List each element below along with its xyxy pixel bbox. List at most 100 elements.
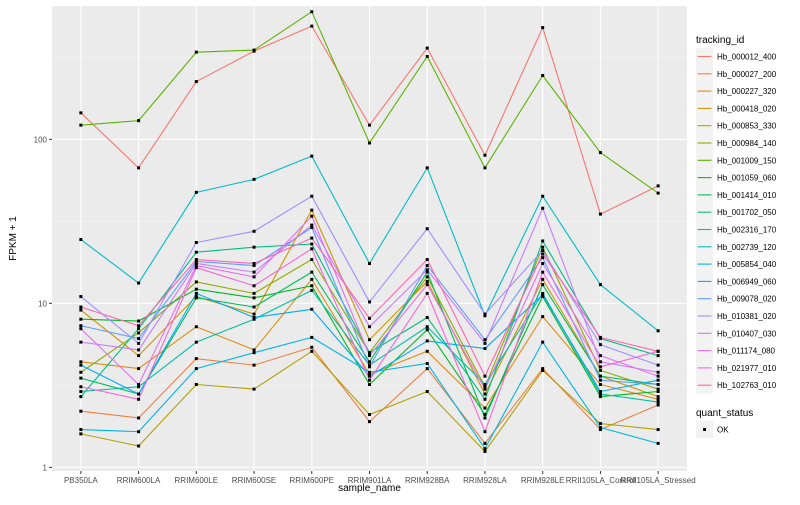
- x-tick-label: RRIM928LE: [521, 476, 565, 485]
- data-point: [541, 252, 545, 256]
- legend-label: Hb_001702_050: [717, 208, 777, 217]
- legend: tracking_id Hb_000012_400Hb_000027_200Hb…: [696, 35, 777, 438]
- data-point: [483, 385, 487, 389]
- data-point: [310, 247, 314, 251]
- legend-label: Hb_000853_330: [717, 122, 777, 131]
- data-point: [79, 295, 83, 299]
- data-point: [656, 354, 660, 358]
- legend-shape-symbol: [703, 428, 706, 431]
- data-point: [368, 370, 371, 374]
- x-tick-label: RRII105LA_Stressed: [621, 476, 696, 485]
- data-point: [425, 258, 429, 262]
- data-point: [252, 348, 256, 352]
- data-point: [656, 387, 660, 391]
- data-point: [79, 409, 83, 413]
- data-point: [368, 412, 371, 416]
- data-point: [79, 111, 83, 115]
- data-point: [137, 348, 141, 352]
- data-point: [541, 206, 545, 210]
- data-point: [656, 191, 660, 195]
- data-point: [310, 307, 314, 311]
- data-point: [252, 245, 256, 249]
- data-point: [252, 261, 256, 265]
- data-point: [483, 447, 487, 451]
- data-point: [79, 370, 83, 374]
- data-point: [79, 360, 83, 364]
- data-point: [310, 270, 314, 274]
- data-point: [194, 291, 198, 295]
- data-point: [137, 416, 141, 420]
- data-point: [137, 331, 141, 335]
- data-point: [194, 266, 198, 270]
- legend-label: Hb_102763_010: [717, 381, 777, 390]
- data-point: [425, 349, 429, 353]
- data-point: [656, 441, 660, 445]
- legend-label: Hb_006949_060: [717, 277, 777, 286]
- data-point: [656, 374, 660, 378]
- data-point: [598, 422, 602, 426]
- data-point: [310, 214, 314, 218]
- data-point: [310, 236, 314, 240]
- x-tick-label: RRIM928BA: [405, 476, 450, 485]
- data-point: [483, 449, 487, 453]
- data-point: [368, 261, 371, 265]
- data-point: [252, 291, 256, 295]
- data-point: [656, 329, 660, 333]
- data-point: [194, 325, 198, 329]
- data-point: [79, 238, 83, 242]
- data-point: [252, 296, 256, 300]
- legend-label: Hb_001414_010: [717, 191, 777, 200]
- data-point: [137, 324, 141, 328]
- data-point: [541, 73, 545, 77]
- data-point: [368, 316, 371, 320]
- y-tick-label: 1: [43, 463, 48, 472]
- data-point: [541, 256, 545, 260]
- data-point: [368, 123, 371, 127]
- data-point: [194, 250, 198, 254]
- y-tick-label: 10: [38, 299, 47, 308]
- data-point: [137, 166, 141, 170]
- data-point: [541, 340, 545, 344]
- data-point: [194, 259, 198, 263]
- data-point: [425, 315, 429, 319]
- data-point: [252, 315, 256, 319]
- data-point: [252, 48, 256, 52]
- data-point: [425, 283, 429, 287]
- data-point: [541, 368, 545, 372]
- data-point: [425, 328, 429, 332]
- data-point: [194, 80, 198, 84]
- data-point: [252, 229, 256, 233]
- data-point: [656, 378, 660, 382]
- data-point: [310, 225, 314, 229]
- data-point: [79, 376, 83, 380]
- data-point: [656, 370, 660, 374]
- data-point: [656, 184, 660, 188]
- data-point: [137, 354, 141, 358]
- data-point: [656, 400, 660, 404]
- legend-label: Hb_010381_020: [717, 312, 777, 321]
- data-point: [483, 314, 487, 318]
- data-point: [194, 240, 198, 244]
- data-point: [252, 177, 256, 181]
- data-point: [656, 397, 660, 401]
- data-point: [656, 382, 660, 386]
- data-point: [79, 324, 83, 328]
- data-point: [541, 367, 545, 371]
- x-tick-label: RRIM600LA: [117, 476, 161, 485]
- data-point: [483, 312, 487, 316]
- legend-label: Hb_002316_170: [717, 226, 777, 235]
- data-point: [656, 349, 660, 353]
- data-point: [425, 227, 429, 231]
- data-point: [541, 26, 545, 30]
- legend-label: Hb_000418_020: [717, 104, 777, 113]
- data-point: [194, 287, 198, 291]
- data-point: [194, 367, 198, 371]
- legend-label: Hb_010407_030: [717, 329, 777, 338]
- data-point: [310, 194, 314, 198]
- legend-label: Hb_011174_080: [717, 347, 776, 356]
- data-point: [79, 390, 83, 394]
- data-point: [310, 223, 314, 227]
- data-point: [483, 382, 487, 386]
- data-point: [310, 242, 314, 246]
- data-point: [252, 387, 256, 391]
